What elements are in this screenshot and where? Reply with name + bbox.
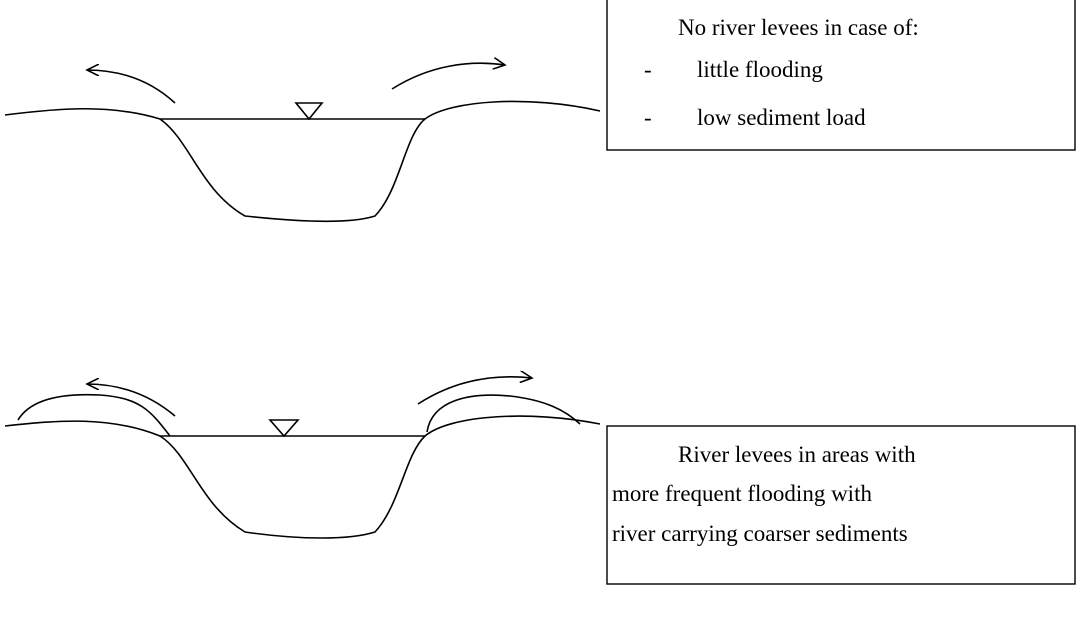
cross-section-no-levees bbox=[4, 63, 601, 223]
caption-line: river carrying coarser sediments bbox=[612, 521, 908, 546]
bullet: - bbox=[644, 105, 652, 130]
ground-left bbox=[4, 107, 425, 120]
water-level-symbol bbox=[294, 102, 324, 121]
item: little flooding bbox=[697, 57, 823, 82]
arrow-right bbox=[417, 377, 532, 405]
cross-section-levees bbox=[4, 377, 601, 539]
caption-line: River levees in areas with bbox=[678, 442, 916, 467]
bullet: - bbox=[644, 57, 652, 82]
ground-left bbox=[4, 420, 425, 437]
water-level-symbol bbox=[268, 419, 300, 438]
levee-left bbox=[17, 393, 171, 437]
text-box bbox=[606, 425, 1076, 585]
arrow-left bbox=[87, 70, 176, 104]
arrow-right bbox=[391, 63, 505, 90]
caption-line: more frequent flooding with bbox=[612, 481, 872, 506]
arrow-left bbox=[87, 384, 176, 417]
text-box bbox=[606, 0, 1076, 151]
item: low sediment load bbox=[697, 105, 866, 130]
channel bbox=[159, 415, 601, 539]
caption: No river levees in case of: bbox=[678, 15, 919, 40]
channel bbox=[159, 100, 601, 223]
levee-right bbox=[426, 394, 581, 433]
